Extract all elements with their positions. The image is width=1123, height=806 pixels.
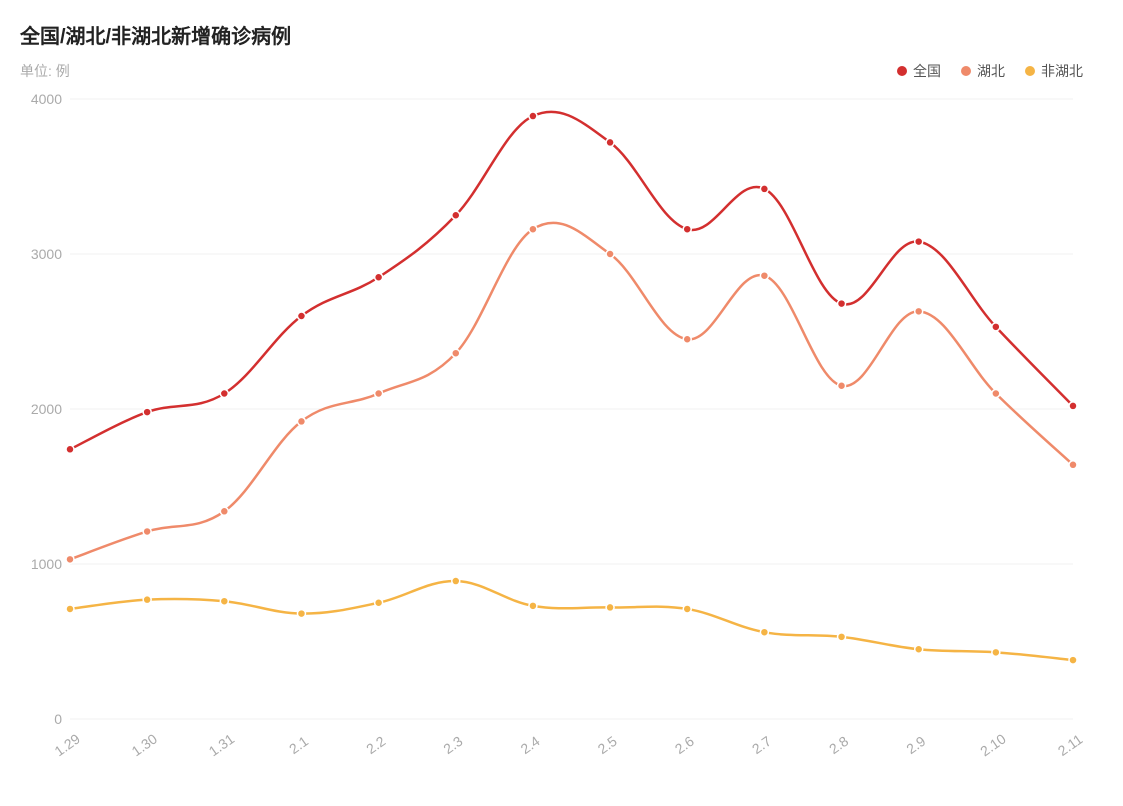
data-point[interactable] [452, 577, 460, 585]
data-point[interactable] [143, 527, 151, 535]
data-point[interactable] [1069, 656, 1077, 664]
data-point[interactable] [915, 645, 923, 653]
y-tick-label: 4000 [31, 91, 62, 107]
x-tick-label: 2.1 [286, 733, 311, 757]
data-point[interactable] [452, 349, 460, 357]
data-point[interactable] [915, 238, 923, 246]
data-point[interactable] [760, 272, 768, 280]
data-point[interactable] [606, 250, 614, 258]
data-point[interactable] [297, 312, 305, 320]
data-point[interactable] [220, 390, 228, 398]
x-tick-label: 2.9 [903, 733, 928, 757]
legend-item-national[interactable]: 全国 [897, 61, 941, 81]
data-point[interactable] [1069, 402, 1077, 410]
data-point[interactable] [66, 555, 74, 563]
y-tick-label: 0 [54, 711, 62, 727]
data-point[interactable] [452, 211, 460, 219]
data-point[interactable] [838, 633, 846, 641]
y-tick-label: 3000 [31, 246, 62, 262]
data-point[interactable] [683, 335, 691, 343]
legend: 全国 湖北 非湖北 [897, 61, 1083, 81]
data-point[interactable] [992, 390, 1000, 398]
y-tick-label: 1000 [31, 556, 62, 572]
x-tick-label: 1.31 [206, 730, 238, 759]
x-tick-label: 2.4 [517, 733, 542, 757]
legend-dot-national [897, 66, 907, 76]
line-chart-svg: 0 1000 2000 3000 4000 1.29 1.30 1.31 2.1 2.2 2.3 2.… [20, 89, 1083, 779]
x-tick-label: 2.5 [595, 733, 620, 757]
data-point[interactable] [760, 628, 768, 636]
data-point[interactable] [220, 507, 228, 515]
chart-title: 全国/湖北/非湖北新增确诊病例 [20, 20, 1083, 49]
data-point[interactable] [375, 599, 383, 607]
data-point[interactable] [915, 307, 923, 315]
data-point[interactable] [220, 597, 228, 605]
data-point[interactable] [992, 648, 1000, 656]
data-point[interactable] [1069, 461, 1077, 469]
y-tick-label: 2000 [31, 401, 62, 417]
series-line-national [70, 112, 1073, 450]
chart-area: 0 1000 2000 3000 4000 1.29 1.30 1.31 2.1 2.2 2.3 2.… [20, 89, 1083, 779]
x-tick-label: 1.30 [129, 730, 161, 759]
data-point[interactable] [992, 323, 1000, 331]
legend-label-national: 全国 [913, 61, 941, 81]
data-point[interactable] [297, 417, 305, 425]
x-tick-label: 2.11 [1055, 731, 1083, 759]
legend-label-non_hubei: 非湖北 [1041, 61, 1083, 81]
x-tick-label: 1.29 [51, 730, 83, 759]
chart-subheader: 单位: 例 全国 湖北 非湖北 [20, 61, 1083, 81]
data-point[interactable] [375, 273, 383, 281]
data-point[interactable] [838, 300, 846, 308]
data-point[interactable] [143, 596, 151, 604]
legend-label-hubei: 湖北 [977, 61, 1005, 81]
data-point[interactable] [838, 382, 846, 390]
legend-item-non_hubei[interactable]: 非湖北 [1025, 61, 1083, 81]
data-point[interactable] [66, 605, 74, 613]
data-point[interactable] [375, 390, 383, 398]
data-point[interactable] [143, 408, 151, 416]
legend-item-hubei[interactable]: 湖北 [961, 61, 1005, 81]
data-point[interactable] [606, 603, 614, 611]
unit-label: 单位: 例 [20, 61, 70, 81]
x-tick-label: 2.3 [440, 733, 465, 757]
x-tick-label: 2.7 [749, 733, 774, 757]
x-tick-label: 2.10 [977, 730, 1009, 759]
data-point[interactable] [66, 445, 74, 453]
legend-dot-hubei [961, 66, 971, 76]
data-point[interactable] [529, 602, 537, 610]
data-point[interactable] [683, 605, 691, 613]
data-point[interactable] [529, 225, 537, 233]
data-point[interactable] [529, 112, 537, 120]
x-tick-label: 2.6 [672, 733, 697, 757]
data-point[interactable] [297, 610, 305, 618]
x-tick-label: 2.8 [826, 733, 851, 757]
data-point[interactable] [760, 185, 768, 193]
legend-dot-non_hubei [1025, 66, 1035, 76]
data-point[interactable] [606, 138, 614, 146]
data-point[interactable] [683, 225, 691, 233]
x-tick-label: 2.2 [363, 733, 388, 757]
